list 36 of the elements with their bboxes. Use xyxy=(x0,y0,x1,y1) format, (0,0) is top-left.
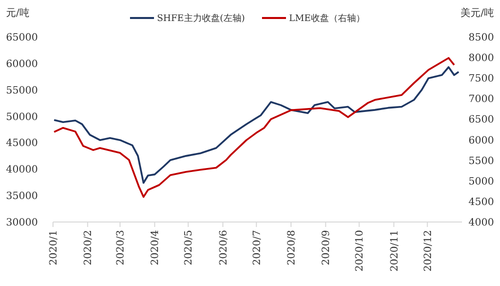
x-tick-label: 2020/9 xyxy=(321,230,332,266)
y2-tick-label: 6500 xyxy=(468,114,494,126)
y-axis-title: 元/吨 xyxy=(6,7,30,19)
y2-axis-title: 美元/吨 xyxy=(460,7,494,19)
y2-tick-label: 7500 xyxy=(468,74,494,85)
y2-tick-label: 7000 xyxy=(468,94,494,106)
x-tick-label: 2020/11 xyxy=(389,230,400,272)
x-tick-label: 2020/12 xyxy=(422,230,434,272)
line-series xyxy=(53,57,456,198)
y2-tick-label: 6000 xyxy=(468,135,494,146)
x-tick-label: 2020/8 xyxy=(286,230,298,266)
y2-tick-label: 4500 xyxy=(468,196,494,208)
x-tick-label: 2020/5 xyxy=(184,230,195,266)
y-tick-label: 55000 xyxy=(6,85,38,96)
y2-tick-label: 5000 xyxy=(468,176,494,188)
legend-label: SHFE主力收盘(左轴) xyxy=(157,13,245,24)
y-tick-label: 35000 xyxy=(6,191,38,202)
x-tick-label: 2020/2 xyxy=(83,230,94,266)
y2-tick-label: 4000 xyxy=(468,218,494,228)
x-tick-label: 2020/10 xyxy=(354,230,366,272)
x-tick-label: 2020/3 xyxy=(116,230,127,266)
y-tick-label: 60000 xyxy=(6,58,38,70)
y2-tick-label: 5500 xyxy=(468,156,494,167)
line-series xyxy=(53,66,460,184)
legend-label: LME收盘（右轴） xyxy=(289,13,365,24)
y-tick-label: 45000 xyxy=(6,138,38,150)
y-tick-label: 30000 xyxy=(6,218,38,228)
y-tick-label: 40000 xyxy=(6,164,38,176)
x-tick-label: 2020/6 xyxy=(218,230,230,266)
x-tick-label: 2020/1 xyxy=(48,230,60,266)
x-tick-label: 2020/7 xyxy=(252,230,263,266)
y-tick-label: 50000 xyxy=(6,112,38,123)
y-tick-label: 65000 xyxy=(6,32,38,44)
y2-tick-label: 8000 xyxy=(468,53,494,64)
x-tick-label: 2020/4 xyxy=(150,230,162,266)
y2-tick-label: 8500 xyxy=(468,32,494,44)
